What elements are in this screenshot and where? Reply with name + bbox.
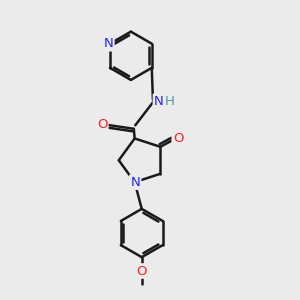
Text: O: O	[173, 132, 183, 145]
Text: O: O	[136, 265, 147, 278]
Text: O: O	[97, 118, 107, 131]
Text: H: H	[165, 94, 175, 108]
Text: N: N	[103, 37, 113, 50]
Text: N: N	[130, 176, 140, 189]
Text: N: N	[154, 94, 164, 108]
